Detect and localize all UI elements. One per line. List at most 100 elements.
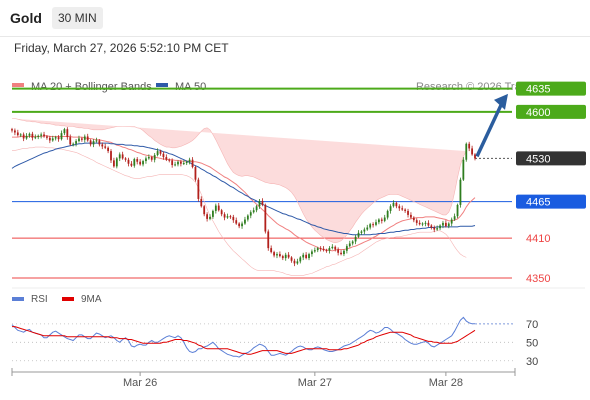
candle-body [223,214,226,218]
candle-body [249,212,252,216]
candle-body [95,140,98,142]
candle-body [375,222,377,225]
rsi-tick-50: 50 [526,337,538,349]
candle [386,209,389,220]
candle [145,156,147,164]
candle [290,256,293,263]
candle [98,139,101,147]
candle [127,157,130,167]
candle [130,161,133,168]
candle-body [276,254,278,256]
candle-body [113,160,115,167]
candle-body [43,134,45,137]
candle-body [427,222,430,226]
candle [293,258,296,267]
candle-body [273,252,275,256]
candle-body [246,215,249,220]
candle [83,134,86,143]
candle-body [78,138,80,142]
candle-body [212,210,214,217]
candle-body [392,202,395,207]
candle [398,204,401,211]
candle [136,157,139,165]
candle [194,165,197,182]
candle-body [424,222,427,224]
candle [281,254,284,261]
candle [325,248,328,253]
candle [331,244,334,250]
candle-body [421,223,424,225]
candle-body [395,202,398,207]
candle [348,240,351,248]
candle [43,131,45,138]
candle [238,222,241,229]
candle [244,216,246,225]
candle [468,141,471,152]
candle [246,214,249,222]
candle-body [418,222,421,225]
candle-body [270,248,273,253]
candle-body [328,248,331,251]
rsi-legend-swatch-2 [62,297,74,301]
candle [92,139,95,148]
candle [179,159,182,167]
candle [46,135,48,140]
candle-body [319,248,322,250]
x-tick-label: Mar 28 [429,377,463,389]
candle-body [308,254,310,259]
candle-body [63,129,66,134]
level-label-4530: 4530 [526,153,550,165]
candle-body [436,228,439,230]
level-label-4600: 4600 [526,107,550,119]
candle [232,214,235,223]
candle [299,256,302,264]
candle-body [182,163,185,165]
candle-body [331,246,334,249]
ma50-line [11,142,476,236]
candle [444,220,447,228]
candle-body [200,198,203,207]
candle [296,258,299,265]
candle-body [351,241,354,244]
candle [159,149,162,156]
candle-body [456,204,459,217]
candle [439,224,441,231]
legend-swatch-1 [12,83,24,87]
candle-body [386,210,389,218]
candle [447,222,450,229]
candle [168,158,171,163]
candle [456,203,459,219]
candle [316,246,319,253]
candle [407,208,409,218]
candle [206,212,209,222]
ma20-line [12,135,476,252]
candle [258,198,261,209]
candle [223,212,226,221]
candle [34,134,37,140]
candle [209,214,211,221]
timeframe-button[interactable]: 30 MIN [52,7,103,29]
candle-body [156,151,159,156]
candle [185,160,188,166]
candle-body [22,134,25,139]
candle-body [383,217,386,221]
candle-body [258,200,261,207]
candle [264,203,267,234]
candle [345,244,348,254]
candle [14,128,16,136]
candle-body [104,146,107,148]
candle-body [72,143,75,145]
candle-body [191,159,194,168]
candle [284,252,287,261]
candle [72,142,75,147]
candle [412,216,415,223]
candle [214,203,217,214]
candle-body [378,219,380,223]
candle [453,213,456,221]
legend-label-1: MA 20 + Bollinger Bands [31,81,152,93]
candle-body [25,135,28,139]
candle-body [168,159,171,161]
candle [95,137,98,143]
candle-body [238,223,241,227]
candle-body [267,231,270,249]
